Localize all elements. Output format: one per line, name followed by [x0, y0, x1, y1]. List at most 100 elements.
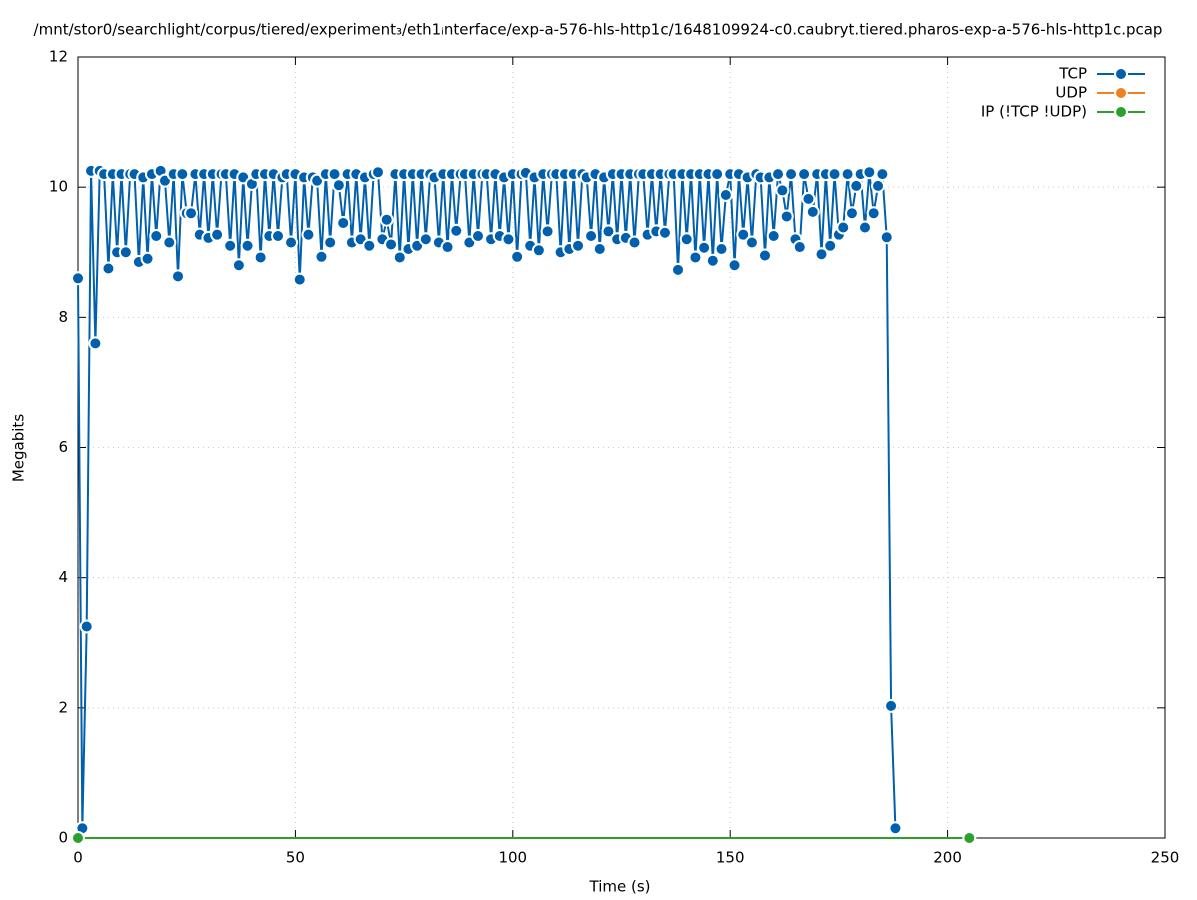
- data-point: [771, 167, 786, 182]
- data-point: [879, 230, 894, 245]
- y-tick-label: 12: [49, 48, 68, 66]
- x-tick-label: 0: [73, 849, 83, 867]
- y-tick-label: 4: [58, 568, 68, 586]
- y-tick-label: 2: [58, 698, 68, 716]
- x-tick-label: 200: [933, 849, 962, 867]
- data-point: [801, 191, 816, 206]
- data-point: [714, 241, 729, 256]
- data-point: [284, 235, 299, 250]
- data-point: [79, 619, 94, 634]
- y-tick-label: 8: [58, 308, 68, 326]
- data-point: [418, 232, 433, 247]
- data-point: [775, 183, 790, 198]
- data-point: [805, 204, 820, 219]
- data-point: [379, 212, 394, 227]
- data-point: [766, 228, 781, 243]
- data-point: [531, 243, 546, 258]
- legend-label: UDP: [1055, 84, 1087, 102]
- data-point: [314, 249, 329, 264]
- data-point: [292, 272, 307, 287]
- x-tick-label: 150: [716, 849, 745, 867]
- data-point: [849, 178, 864, 193]
- data-point: [836, 220, 851, 235]
- data-point: [149, 228, 164, 243]
- x-tick-label: 250: [1151, 849, 1180, 867]
- data-point: [875, 167, 890, 182]
- data-point: [797, 167, 812, 182]
- data-point: [884, 698, 899, 713]
- y-tick-label: 0: [58, 829, 68, 847]
- data-point: [710, 167, 725, 182]
- data-point: [718, 187, 733, 202]
- data-point: [223, 238, 238, 253]
- chart-title: /mnt/stor0/searchlight/corpus/tiered/exp…: [34, 21, 1163, 39]
- legend-marker: [1114, 86, 1128, 100]
- data-point: [449, 223, 464, 238]
- data-point: [888, 821, 903, 836]
- data-point: [779, 209, 794, 224]
- data-point: [88, 336, 103, 351]
- legend-label: IP (!TCP !UDP): [981, 103, 1087, 121]
- data-point: [862, 165, 877, 180]
- data-point: [871, 178, 886, 193]
- data-point: [440, 240, 455, 255]
- data-point: [866, 206, 881, 221]
- data-point: [471, 228, 486, 243]
- data-point: [601, 224, 616, 239]
- data-point: [540, 224, 555, 239]
- data-point: [823, 238, 838, 253]
- data-point: [71, 831, 85, 845]
- data-point: [210, 227, 225, 242]
- data-point: [744, 235, 759, 250]
- data-point: [962, 831, 977, 845]
- data-point: [792, 240, 807, 255]
- x-tick-label: 50: [286, 849, 305, 867]
- legend-marker: [1114, 67, 1128, 81]
- data-point: [857, 220, 872, 235]
- data-point: [118, 245, 133, 260]
- data-point: [688, 250, 703, 265]
- data-point: [840, 167, 855, 182]
- data-point: [657, 225, 672, 240]
- data-point: [101, 261, 116, 276]
- data-point: [271, 228, 286, 243]
- data-point: [323, 235, 338, 250]
- data-point: [301, 227, 316, 242]
- data-point: [697, 240, 712, 255]
- data-point: [384, 237, 399, 252]
- data-point: [162, 235, 177, 250]
- data-point: [627, 235, 642, 250]
- y-tick-label: 6: [58, 438, 68, 456]
- x-tick-label: 100: [498, 849, 527, 867]
- data-point: [240, 238, 255, 253]
- data-point: [844, 206, 859, 221]
- data-point: [336, 215, 351, 230]
- data-point: [784, 167, 799, 182]
- data-point: [392, 250, 407, 265]
- data-point: [253, 250, 268, 265]
- data-point: [331, 178, 346, 193]
- data-point: [584, 228, 599, 243]
- data-point: [571, 238, 586, 253]
- data-point: [592, 241, 607, 256]
- data-point: [757, 248, 772, 263]
- y-tick-label: 10: [49, 178, 68, 196]
- data-point: [231, 258, 246, 273]
- x-axis-label: Time (s): [589, 878, 651, 896]
- data-point: [671, 262, 686, 277]
- data-point: [736, 227, 751, 242]
- data-point: [814, 247, 829, 262]
- data-point: [140, 251, 155, 266]
- data-point: [679, 232, 694, 247]
- data-point: [371, 165, 386, 180]
- data-point: [727, 258, 742, 273]
- data-point: [501, 232, 516, 247]
- legend-label: TCP: [1058, 65, 1087, 83]
- data-point: [184, 206, 199, 221]
- data-point: [362, 238, 377, 253]
- legend-marker: [1114, 105, 1128, 119]
- data-point: [71, 271, 85, 286]
- data-point: [175, 167, 190, 182]
